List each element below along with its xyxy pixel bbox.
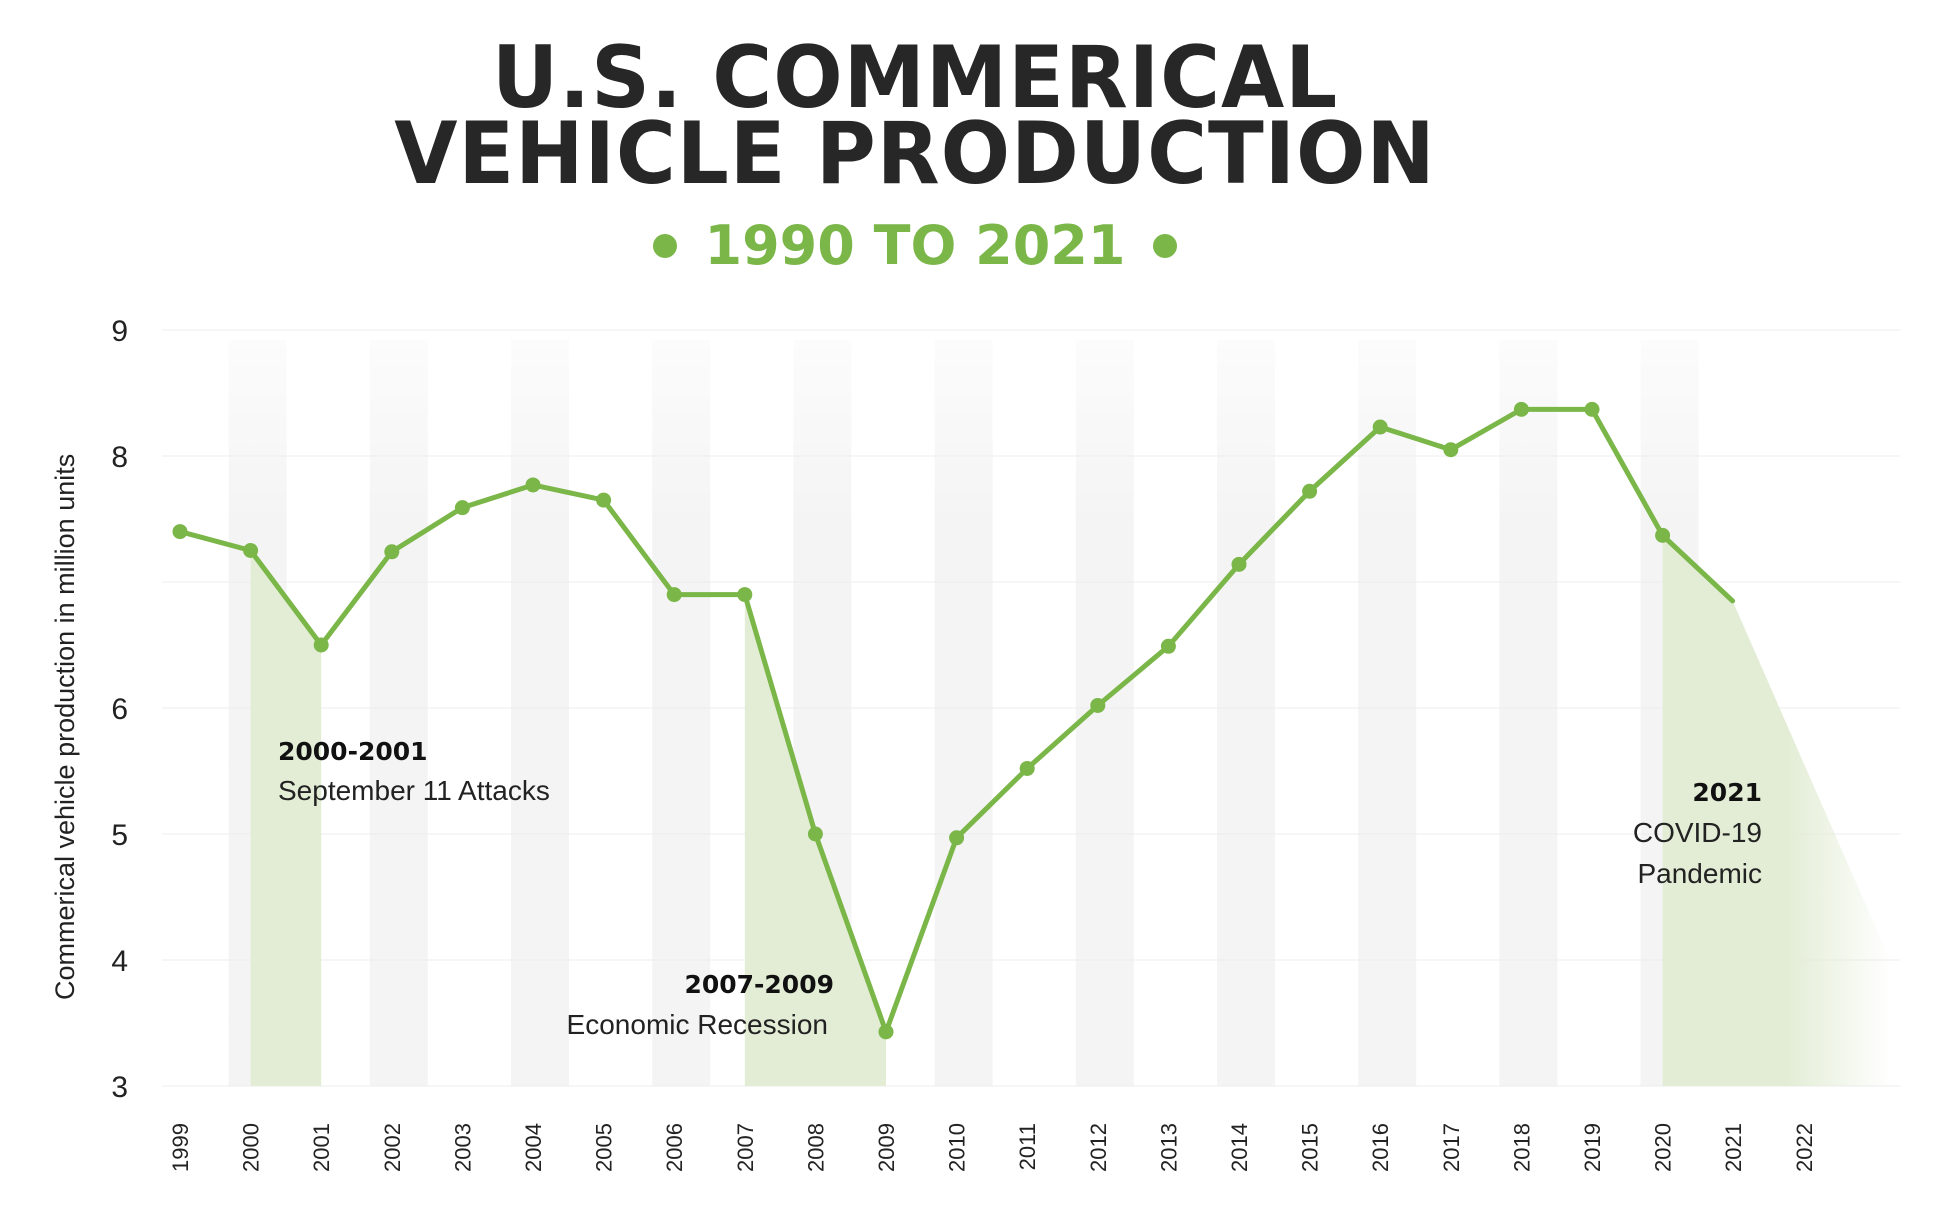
background-band (369, 340, 428, 1086)
y-tick-label: 3 (111, 1071, 128, 1104)
data-point (384, 544, 400, 560)
x-tick-label: 2001 (309, 1123, 334, 1172)
x-axis: 1999 2000 2001 2002 2003 2004 2005 2006 2007 2008… (168, 1123, 1817, 1172)
x-tick-label: 2007 (733, 1123, 758, 1172)
x-tick-label: 2019 (1580, 1123, 1605, 1172)
annotation-911-years: 2000-2001 (278, 737, 428, 766)
background-band (1217, 340, 1275, 1086)
x-tick-label: 2008 (803, 1123, 828, 1172)
background-band (1499, 340, 1558, 1086)
x-tick-label: 2002 (380, 1123, 405, 1172)
data-point (313, 637, 329, 653)
x-tick-label: 2012 (1086, 1123, 1111, 1172)
data-point (525, 477, 541, 493)
background-band (1075, 340, 1134, 1086)
annotation-recession-years: 2007-2009 (684, 970, 834, 999)
x-tick-label: 2015 (1298, 1123, 1323, 1172)
series-line-tail (1660, 532, 1736, 604)
data-point (1231, 556, 1247, 572)
y-tick-label: 6 (111, 693, 128, 726)
chart-title-line-2: VEHICLE PRODUCTION (394, 104, 1436, 204)
event-shade (250, 550, 322, 1086)
x-tick-label: 2010 (945, 1123, 970, 1172)
data-point (1090, 697, 1106, 713)
background-band (934, 340, 993, 1086)
x-tick-label: 2018 (1509, 1123, 1534, 1172)
covid-shade (1662, 535, 1890, 1086)
annotation-covid-label-1: COVID-19 (1633, 817, 1762, 848)
x-tick-label: 2006 (662, 1123, 687, 1172)
annotation-recession-label: Economic Recession (567, 1009, 828, 1040)
data-point (1655, 527, 1671, 543)
annotation-covid-label-2: Pandemic (1637, 858, 1762, 889)
data-point (737, 587, 753, 603)
y-tick-label: 8 (111, 441, 128, 474)
x-tick-label: 2009 (874, 1123, 899, 1172)
x-tick-label: 1999 (168, 1123, 193, 1172)
data-point (1372, 419, 1388, 435)
data-point (243, 543, 259, 558)
chart-subtitle: 1990 TO 2021 (0, 214, 1830, 277)
y-axis: 3 4 5 6 8 9 (111, 315, 128, 1104)
data-point (1584, 401, 1600, 417)
background-bands (228, 340, 1699, 1086)
subtitle-text: 1990 TO 2021 (704, 214, 1126, 277)
x-tick-label: 2014 (1227, 1123, 1252, 1172)
y-tick-label: 5 (111, 819, 128, 852)
x-tick-label: 2013 (1156, 1123, 1181, 1172)
series-line (177, 406, 1666, 1035)
annotation-covid-years: 2021 (1692, 778, 1762, 807)
annotation-covid: 2021 COVID-19 Pandemic (1633, 778, 1762, 889)
x-tick-label: 2022 (1792, 1123, 1817, 1172)
background-band (652, 340, 711, 1086)
x-tick-label: 2000 (239, 1123, 264, 1172)
data-point (666, 587, 682, 603)
background-band (1358, 340, 1417, 1086)
data-point (1019, 760, 1035, 776)
data-point (1443, 442, 1459, 458)
y-tick-label: 9 (111, 315, 128, 348)
bullet-dot-icon (1153, 233, 1178, 258)
data-point (596, 492, 612, 508)
data-point (454, 500, 470, 516)
chart-title-line-1: U.S. COMMERICAL (491, 28, 1339, 128)
x-tick-label: 2011 (1015, 1123, 1040, 1170)
annotation-911-label: September 11 Attacks (278, 775, 550, 806)
x-tick-label: 2020 (1651, 1123, 1676, 1172)
x-tick-label: 2005 (592, 1123, 617, 1172)
annotation-recession: 2007-2009 Economic Recession (567, 970, 834, 1040)
bullet-dot-icon (652, 233, 677, 258)
data-point (1302, 483, 1318, 499)
data-point (807, 826, 823, 842)
data-point (949, 830, 965, 846)
x-tick-label: 2003 (450, 1123, 475, 1172)
y-axis-title: Commerical vehicle production in million… (50, 454, 80, 1000)
data-point (878, 1024, 894, 1040)
x-tick-label: 2004 (521, 1123, 546, 1172)
x-tick-label: 2016 (1368, 1123, 1393, 1172)
data-series (172, 401, 1736, 1040)
background-band (511, 340, 569, 1086)
gridlines (162, 329, 1900, 1087)
data-point (1160, 638, 1176, 654)
title-block: U.S. COMMERICAL VEHICLE PRODUCTION 1990 … (0, 28, 1830, 277)
x-tick-label: 2017 (1439, 1123, 1464, 1172)
annotation-911: 2000-2001 September 11 Attacks (278, 737, 550, 806)
x-tick-label: 2021 (1721, 1123, 1746, 1172)
data-point (172, 524, 188, 540)
y-tick-label: 4 (111, 945, 128, 978)
data-point (1513, 401, 1529, 417)
